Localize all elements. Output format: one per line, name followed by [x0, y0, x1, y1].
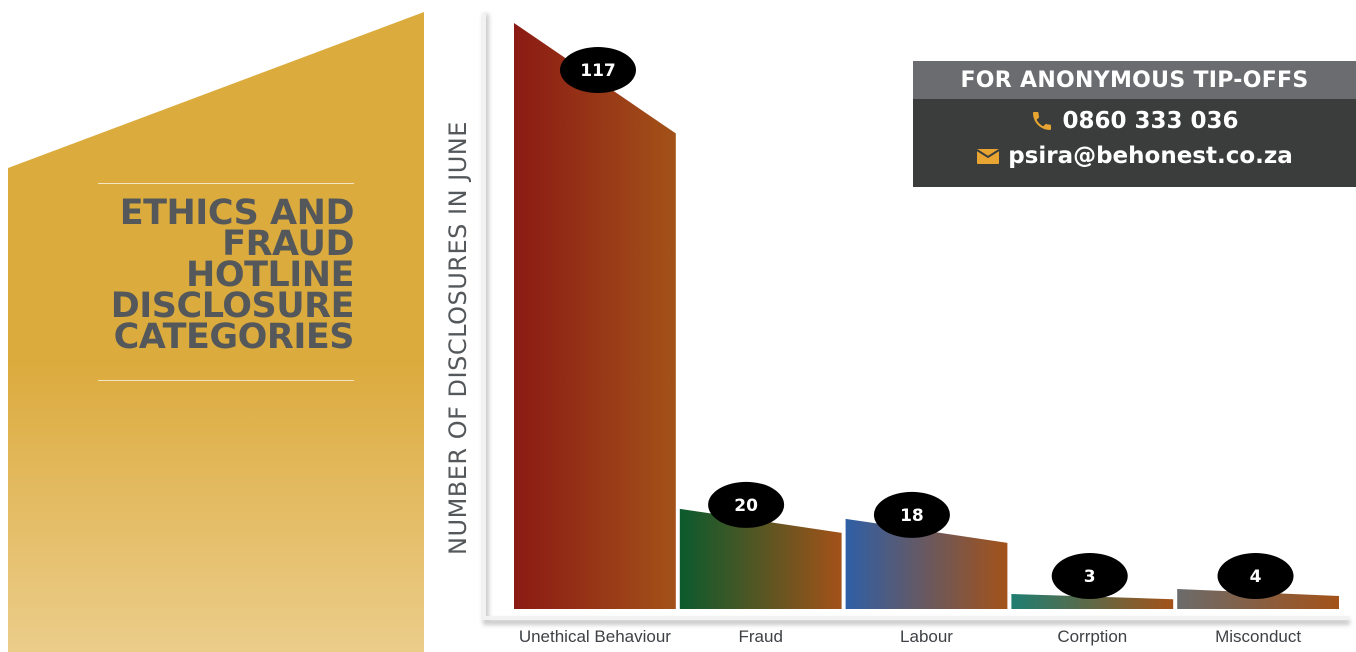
x-tick-label: Misconduct: [1215, 627, 1301, 646]
bars-layer: 117 20 18 3 4: [514, 23, 1339, 609]
panel-title-line: CATEGORIES: [113, 317, 355, 357]
panel-title: ETHICS AND FRAUD HOTLINE DISCLOSURE CATE…: [54, 193, 355, 357]
email-line[interactable]: psira@behonest.co.za: [913, 143, 1356, 169]
bar-corrption: [1011, 593, 1174, 609]
y-axis-title: NUMBER OF DISCLOSURES IN JUNE: [444, 121, 472, 555]
x-tick-label: Fraud: [738, 627, 782, 646]
data-label: 18: [900, 506, 924, 526]
side-panel-shape: [8, 12, 424, 652]
data-label: 117: [580, 61, 616, 81]
title-rule-top: [98, 183, 354, 184]
value-badge: [873, 491, 950, 538]
email-address: psira@behonest.co.za: [1008, 143, 1293, 169]
panel-title-line: DISCLOSURE: [110, 286, 355, 326]
value-badge: [708, 481, 785, 528]
data-label: 3: [1084, 567, 1096, 587]
value-badge: [1051, 553, 1128, 599]
title-rule-bottom: [98, 380, 354, 381]
data-label: 20: [734, 496, 758, 516]
side-panel: ETHICS AND FRAUD HOTLINE DISCLOSURE CATE…: [0, 0, 440, 652]
x-tick-label: Unethical Behaviour: [519, 627, 671, 646]
bar-unethical-behaviour: [514, 23, 676, 609]
contact-box: FOR ANONYMOUS TIP-OFFS 0860 333 036 psir…: [913, 61, 1356, 187]
x-tick-label: Labour: [900, 627, 953, 646]
phone-line[interactable]: 0860 333 036: [913, 108, 1356, 134]
bar-misconduct: [1177, 588, 1339, 609]
bar-fraud: [679, 508, 842, 609]
value-badge: [1217, 553, 1294, 599]
x-tick-label: Corrption: [1057, 627, 1127, 646]
panel-title-line: HOTLINE: [186, 255, 354, 295]
chart-axes: [482, 14, 1350, 625]
contact-header: FOR ANONYMOUS TIP-OFFS: [913, 61, 1356, 99]
data-label: 4: [1250, 567, 1262, 587]
envelope-icon: [976, 144, 1000, 168]
panel-title-line: FRAUD: [222, 224, 354, 264]
value-badge: [560, 47, 636, 94]
panel-title-line: ETHICS AND: [119, 193, 355, 233]
phone-icon: [1030, 109, 1054, 133]
phone-number: 0860 333 036: [1062, 108, 1239, 134]
bar-labour: [845, 518, 1008, 609]
x-tick-labels: Unethical Behaviour Fraud Labour Corrption M…: [519, 627, 1302, 646]
